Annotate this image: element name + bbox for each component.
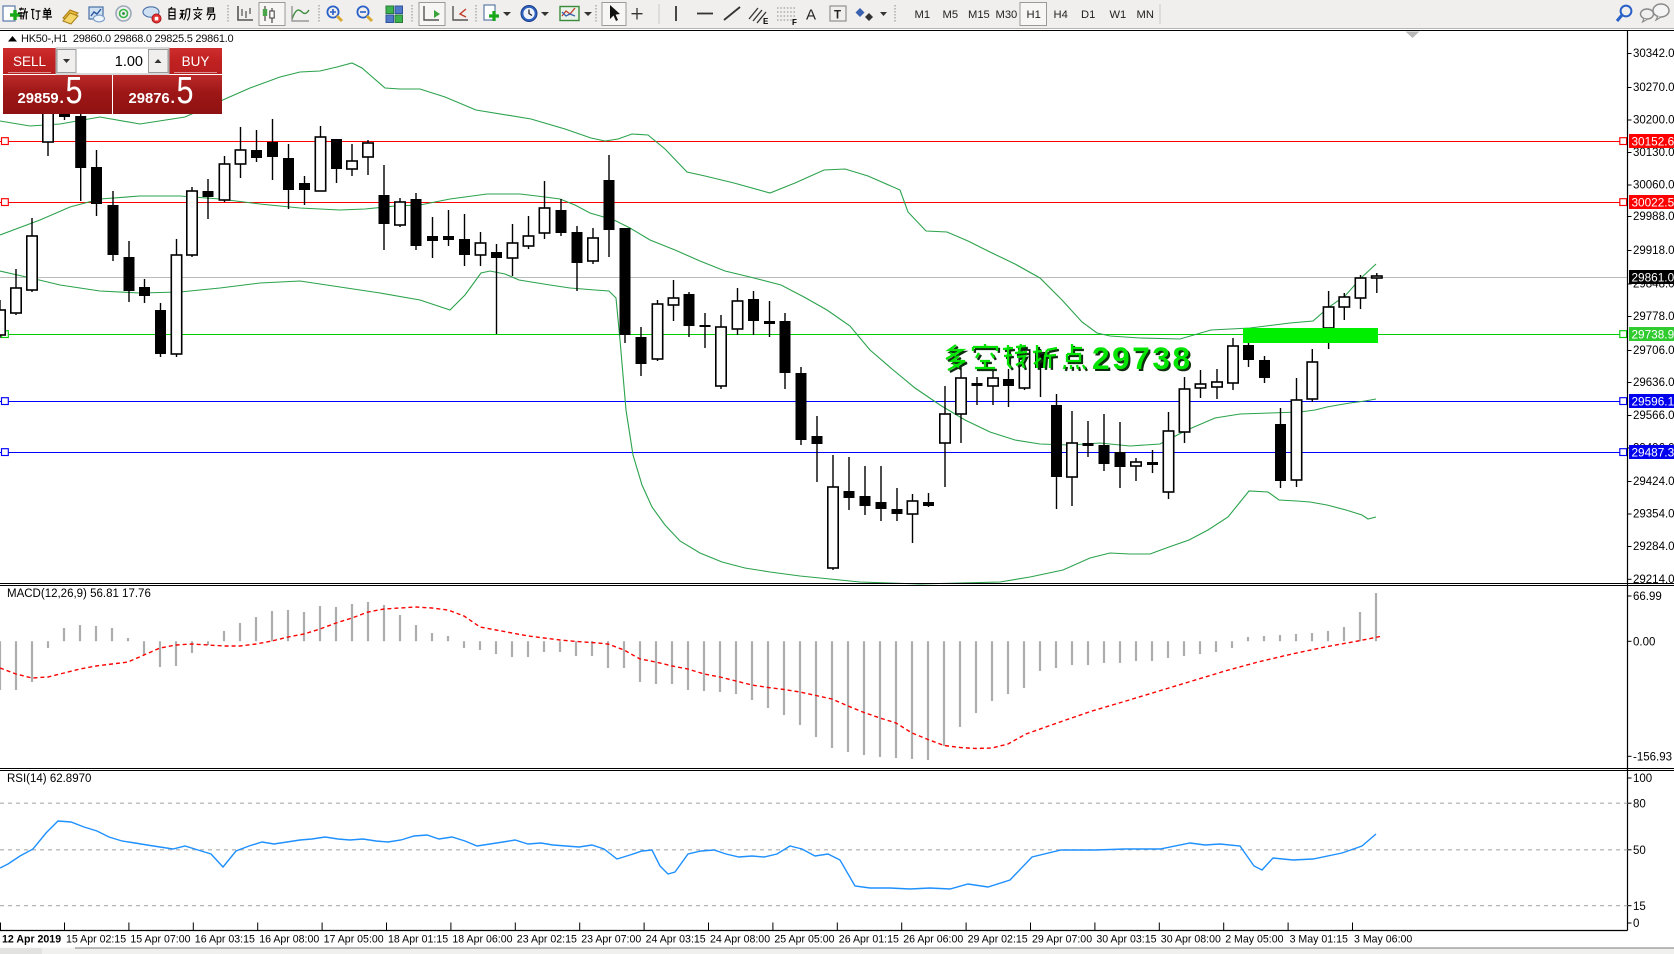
svg-text:A: A <box>806 7 816 24</box>
svg-text:0: 0 <box>1633 918 1639 930</box>
svg-text:1.00: 1.00 <box>115 54 143 70</box>
svg-text:F: F <box>792 18 797 27</box>
svg-text:29988.0: 29988.0 <box>1633 211 1674 223</box>
svg-text:30060.0: 30060.0 <box>1633 180 1674 192</box>
svg-text:3 May 06:00: 3 May 06:00 <box>1354 934 1412 946</box>
svg-text:16 Apr 03:15: 16 Apr 03:15 <box>195 934 255 946</box>
svg-text:26 Apr 01:15: 26 Apr 01:15 <box>839 934 899 946</box>
svg-text:M5: M5 <box>943 9 959 21</box>
svg-text:M1: M1 <box>915 9 931 21</box>
svg-text:H1: H1 <box>1027 9 1041 21</box>
svg-text:100: 100 <box>1633 773 1652 785</box>
svg-text:29738: 29738 <box>1094 342 1195 378</box>
svg-text:29738: 29738 <box>1092 340 1193 376</box>
svg-text:29 Apr 07:00: 29 Apr 07:00 <box>1032 934 1092 946</box>
svg-text:29706.0: 29706.0 <box>1633 345 1674 357</box>
svg-text:SELL: SELL <box>13 54 47 69</box>
svg-text:H4: H4 <box>1054 9 1068 21</box>
svg-text:29859: 29859 <box>18 91 59 107</box>
svg-text:W1: W1 <box>1110 9 1127 21</box>
svg-text:29284.0: 29284.0 <box>1633 541 1674 553</box>
svg-text:RSI(14) 62.8970: RSI(14) 62.8970 <box>7 773 91 785</box>
svg-text:.: . <box>171 90 175 107</box>
svg-text:15 Apr 07:00: 15 Apr 07:00 <box>130 934 190 946</box>
svg-text:18 Apr 01:15: 18 Apr 01:15 <box>388 934 448 946</box>
svg-text:M30: M30 <box>996 9 1018 21</box>
svg-text:MN: MN <box>1137 9 1154 21</box>
svg-text:26 Apr 06:00: 26 Apr 06:00 <box>903 934 963 946</box>
svg-text:30152.6: 30152.6 <box>1632 134 1674 148</box>
svg-text:2 May 05:00: 2 May 05:00 <box>1225 934 1283 946</box>
svg-text:16 Apr 08:00: 16 Apr 08:00 <box>259 934 319 946</box>
svg-text:.: . <box>60 90 64 107</box>
svg-text:30 Apr 03:15: 30 Apr 03:15 <box>1096 934 1156 946</box>
svg-text:0.00: 0.00 <box>1633 637 1655 649</box>
svg-text:30342.0: 30342.0 <box>1633 48 1674 60</box>
svg-text:5: 5 <box>66 70 83 112</box>
svg-text:50: 50 <box>1633 845 1646 857</box>
svg-text:15: 15 <box>1633 901 1646 913</box>
svg-text:BUY: BUY <box>182 54 210 69</box>
svg-text:30200.0: 30200.0 <box>1633 115 1674 127</box>
svg-text:3 May 01:15: 3 May 01:15 <box>1290 934 1348 946</box>
svg-text:23 Apr 02:15: 23 Apr 02:15 <box>517 934 577 946</box>
svg-text:29918.0: 29918.0 <box>1633 245 1674 257</box>
svg-text:15 Apr 02:15: 15 Apr 02:15 <box>66 934 126 946</box>
svg-text:29778.0: 29778.0 <box>1633 311 1674 323</box>
svg-text:29424.0: 29424.0 <box>1633 476 1674 488</box>
svg-text:18 Apr 06:00: 18 Apr 06:00 <box>452 934 512 946</box>
svg-text:MACD(12,26,9) 56.81 17.76: MACD(12,26,9) 56.81 17.76 <box>7 588 151 600</box>
svg-text:30270.0: 30270.0 <box>1633 82 1674 94</box>
svg-text:30130.0: 30130.0 <box>1633 147 1674 159</box>
svg-text:17 Apr 05:00: 17 Apr 05:00 <box>324 934 384 946</box>
svg-text:29354.0: 29354.0 <box>1633 509 1674 521</box>
svg-text:66.99: 66.99 <box>1633 591 1662 603</box>
svg-text:30 Apr 08:00: 30 Apr 08:00 <box>1161 934 1221 946</box>
svg-text:29596.1: 29596.1 <box>1632 394 1674 408</box>
svg-text:29738.9: 29738.9 <box>1632 327 1674 341</box>
svg-text:25 Apr 05:00: 25 Apr 05:00 <box>774 934 834 946</box>
svg-text:M15: M15 <box>968 9 990 21</box>
svg-text:30022.5: 30022.5 <box>1632 195 1674 209</box>
svg-text:HK50-,H1 29860.0 29868.0 2982: HK50-,H1 29860.0 29868.0 29825.5 29861.0 <box>21 33 234 45</box>
svg-text:29861.0: 29861.0 <box>1632 270 1674 284</box>
svg-text:23 Apr 07:00: 23 Apr 07:00 <box>581 934 641 946</box>
svg-text:29 Apr 02:15: 29 Apr 02:15 <box>968 934 1028 946</box>
svg-text:29214.0: 29214.0 <box>1633 574 1674 586</box>
svg-text:E: E <box>763 17 769 26</box>
svg-text:24 Apr 03:15: 24 Apr 03:15 <box>646 934 706 946</box>
svg-text:29487.3: 29487.3 <box>1632 445 1674 459</box>
svg-text:29566.0: 29566.0 <box>1633 410 1674 422</box>
svg-text:5: 5 <box>177 70 194 112</box>
svg-text:D1: D1 <box>1081 9 1095 21</box>
svg-text:80: 80 <box>1633 798 1646 810</box>
svg-text:12 Apr 2019: 12 Apr 2019 <box>2 934 61 946</box>
svg-text:29636.0: 29636.0 <box>1633 377 1674 389</box>
svg-text:29876: 29876 <box>129 91 170 107</box>
svg-text:T: T <box>834 10 841 22</box>
svg-text:-156.93: -156.93 <box>1633 752 1672 764</box>
svg-text:24 Apr 08:00: 24 Apr 08:00 <box>710 934 770 946</box>
